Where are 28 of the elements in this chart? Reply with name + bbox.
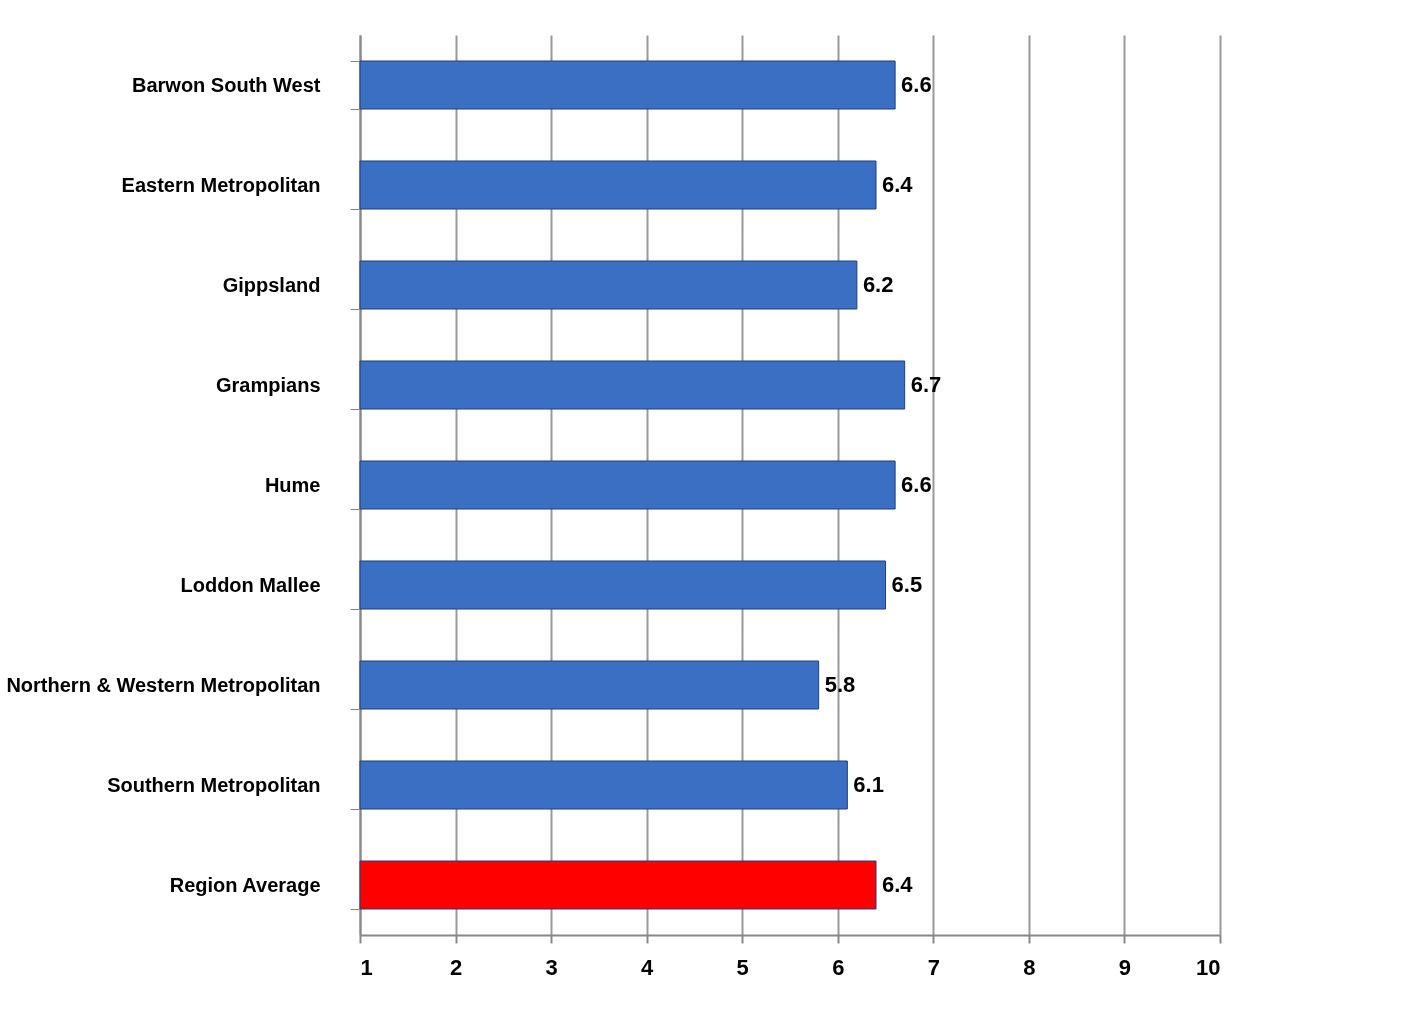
data-label: 6.6 — [901, 472, 932, 497]
y-tick-label: Eastern Metropolitan — [121, 173, 321, 196]
x-tick-label: 6 — [832, 954, 845, 980]
x-tick-label: 9 — [1118, 954, 1132, 980]
y-tick-label: Northern & Western Metropolitan — [6, 673, 321, 696]
x-tick-label: 5 — [736, 954, 749, 980]
y-tick-label: Loddon Mallee — [180, 573, 321, 596]
data-label: 6.1 — [853, 772, 884, 797]
x-tick-label: 4 — [641, 954, 655, 980]
data-label: 6.7 — [910, 372, 942, 397]
y-tick-label: Region Average — [169, 873, 321, 896]
y-tick-label: Hume — [264, 473, 321, 496]
y-tick-label: Grampians — [216, 373, 321, 396]
x-tick-label: 7 — [927, 954, 940, 980]
data-label: 6.2 — [862, 272, 894, 297]
data-label: 6.4 — [882, 872, 914, 897]
data-label: 5.8 — [824, 672, 856, 697]
y-tick-label: Barwon South West — [131, 73, 321, 96]
data-label: 6.5 — [891, 572, 923, 597]
data-label: 6.6 — [901, 72, 932, 97]
y-tick-label: Gippsland — [222, 273, 321, 296]
x-tick-label: 10 — [1196, 954, 1221, 980]
x-tick-label: 8 — [1023, 954, 1036, 980]
data-label: 6.4 — [882, 172, 914, 197]
x-tick-label: 3 — [545, 954, 558, 980]
y-tick-label: Southern Metropolitan — [107, 773, 321, 796]
x-tick-label: 2 — [449, 954, 463, 980]
x-tick-label: 1 — [360, 954, 373, 980]
